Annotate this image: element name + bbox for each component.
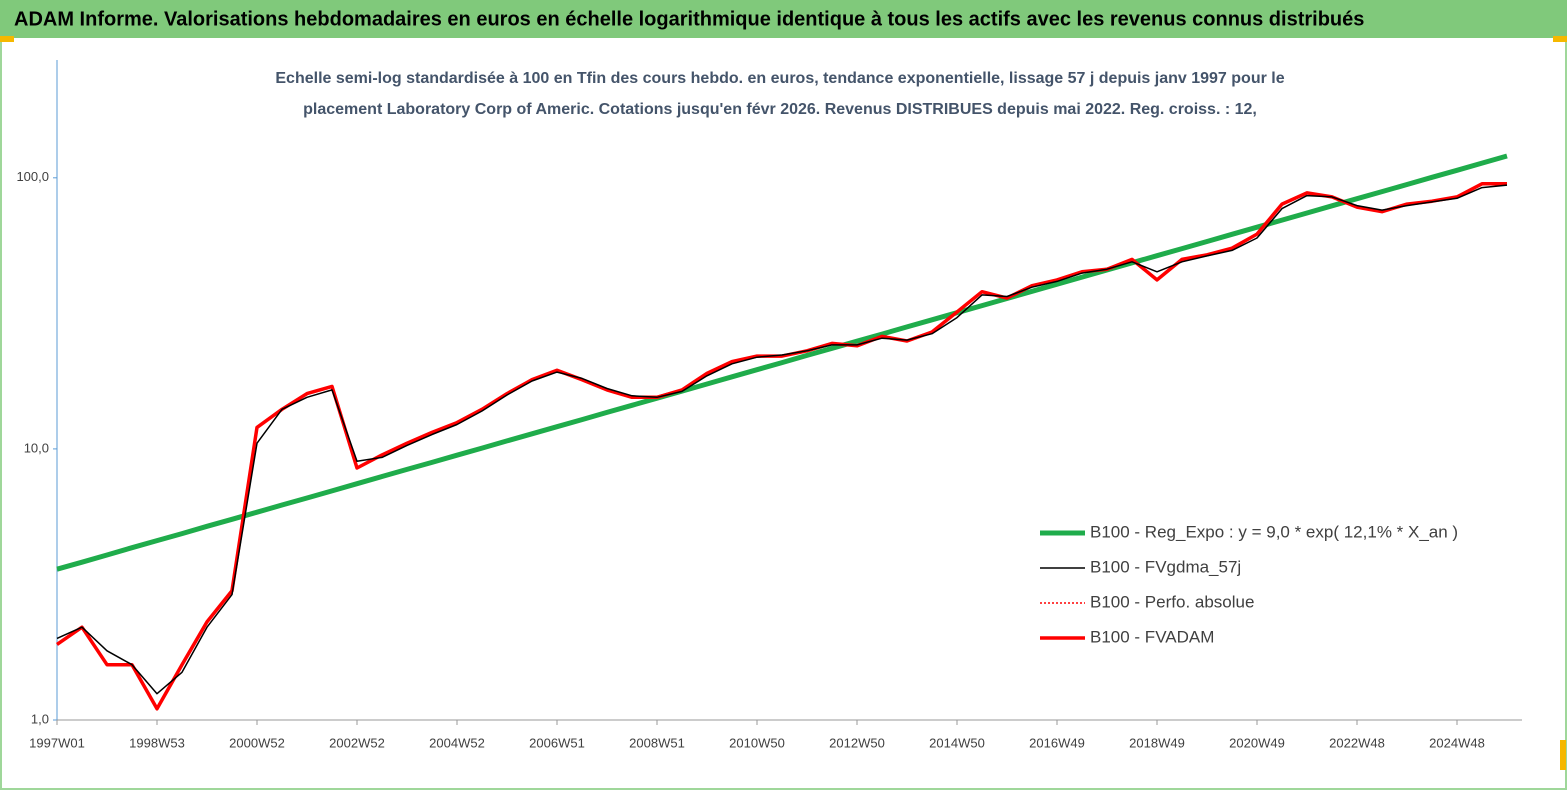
title-bar — [0, 0, 1567, 38]
x-tick-label: 2012W50 — [829, 735, 885, 750]
x-tick-label: 2024W48 — [1429, 735, 1485, 750]
x-tick-label: 2000W52 — [229, 735, 285, 750]
corner — [1560, 740, 1566, 770]
legend-label: B100 - Reg_Expo : y = 9,0 * exp( 12,1% *… — [1090, 522, 1458, 541]
series-line — [56, 184, 1508, 695]
y-tick-label: 10,0 — [24, 440, 49, 455]
x-tick-label: 2020W49 — [1229, 735, 1285, 750]
page-title: ADAM Informe. Valorisations hebdomadaire… — [14, 8, 1364, 30]
subtitle: Echelle semi-log standardisée à 100 en T… — [275, 70, 1284, 87]
x-tick-label: 2018W49 — [1129, 735, 1185, 750]
legend-label: B100 - FVADAM — [1090, 627, 1214, 646]
x-tick-label: 2022W48 — [1329, 735, 1385, 750]
series-line — [56, 182, 1507, 711]
y-tick-label: 100,0 — [16, 169, 49, 184]
x-tick-label: 1998W53 — [129, 735, 185, 750]
x-tick-label: 2002W52 — [329, 735, 385, 750]
x-tick-label: 2010W50 — [729, 735, 785, 750]
corner — [0, 36, 14, 42]
x-tick-label: 2006W51 — [529, 735, 585, 750]
legend-label: B100 - Perfo. absolue — [1090, 592, 1254, 611]
x-tick-label: 2016W49 — [1029, 735, 1085, 750]
legend-label: B100 - FVgdma_57j — [1090, 557, 1241, 576]
x-tick-label: 2014W50 — [929, 735, 985, 750]
x-tick-label: 2004W52 — [429, 735, 485, 750]
y-tick-label: 1,0 — [31, 711, 49, 726]
subtitle: placement Laboratory Corp of Americ. Cot… — [303, 101, 1257, 118]
x-tick-label: 1997W01 — [29, 735, 85, 750]
corner — [1553, 36, 1567, 42]
x-tick-label: 2008W51 — [629, 735, 685, 750]
